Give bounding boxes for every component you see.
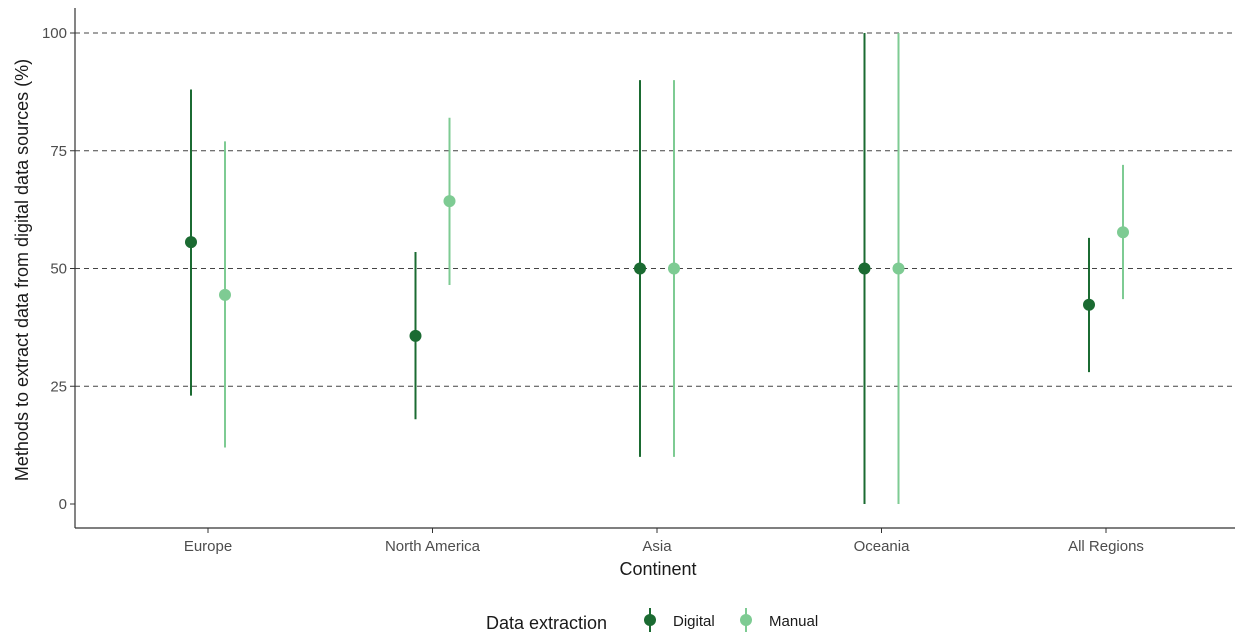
y-tick-label: 25 [50, 378, 67, 395]
y-axis-title: Methods to extract data from digital dat… [12, 59, 32, 481]
legend: Data extraction Digital Manual [486, 608, 818, 633]
series-digital [185, 33, 1095, 504]
data-point [409, 329, 422, 342]
data-point [185, 236, 197, 249]
y-tick-label: 50 [50, 261, 67, 278]
x-tick-label: Europe [184, 538, 232, 555]
y-tick-label: 75 [50, 143, 67, 160]
data-point [1083, 298, 1095, 311]
legend-label: Manual [769, 613, 818, 630]
x-ticks: Europe North America Asia Oceania All Region… [184, 528, 1144, 555]
gridlines [75, 32, 1235, 387]
legend-item-manual: Manual [740, 608, 818, 632]
data-point [858, 262, 871, 275]
data-point [443, 195, 456, 208]
legend-key-point [740, 614, 752, 626]
data-point [634, 262, 646, 275]
x-tick-label: All Regions [1068, 538, 1144, 555]
legend-items: Digital Manual [644, 608, 818, 632]
series-manual [219, 33, 1129, 504]
x-tick-label: Asia [642, 538, 672, 555]
legend-label: Digital [673, 613, 715, 630]
y-tick-label: 0 [59, 496, 67, 513]
data-point [892, 262, 905, 275]
data-point [668, 262, 680, 275]
data-point [219, 288, 231, 301]
legend-key-point [644, 614, 656, 626]
legend-item-digital: Digital [644, 608, 715, 632]
y-tick-label: 100 [42, 25, 67, 42]
x-tick-label: North America [385, 538, 481, 555]
x-tick-label: Oceania [854, 538, 911, 555]
data-marks [185, 33, 1129, 504]
x-axis-title: Continent [619, 559, 696, 579]
legend-title: Data extraction [486, 613, 607, 633]
data-point [1117, 226, 1129, 239]
y-ticks: 0 25 50 75 100 [42, 25, 75, 513]
